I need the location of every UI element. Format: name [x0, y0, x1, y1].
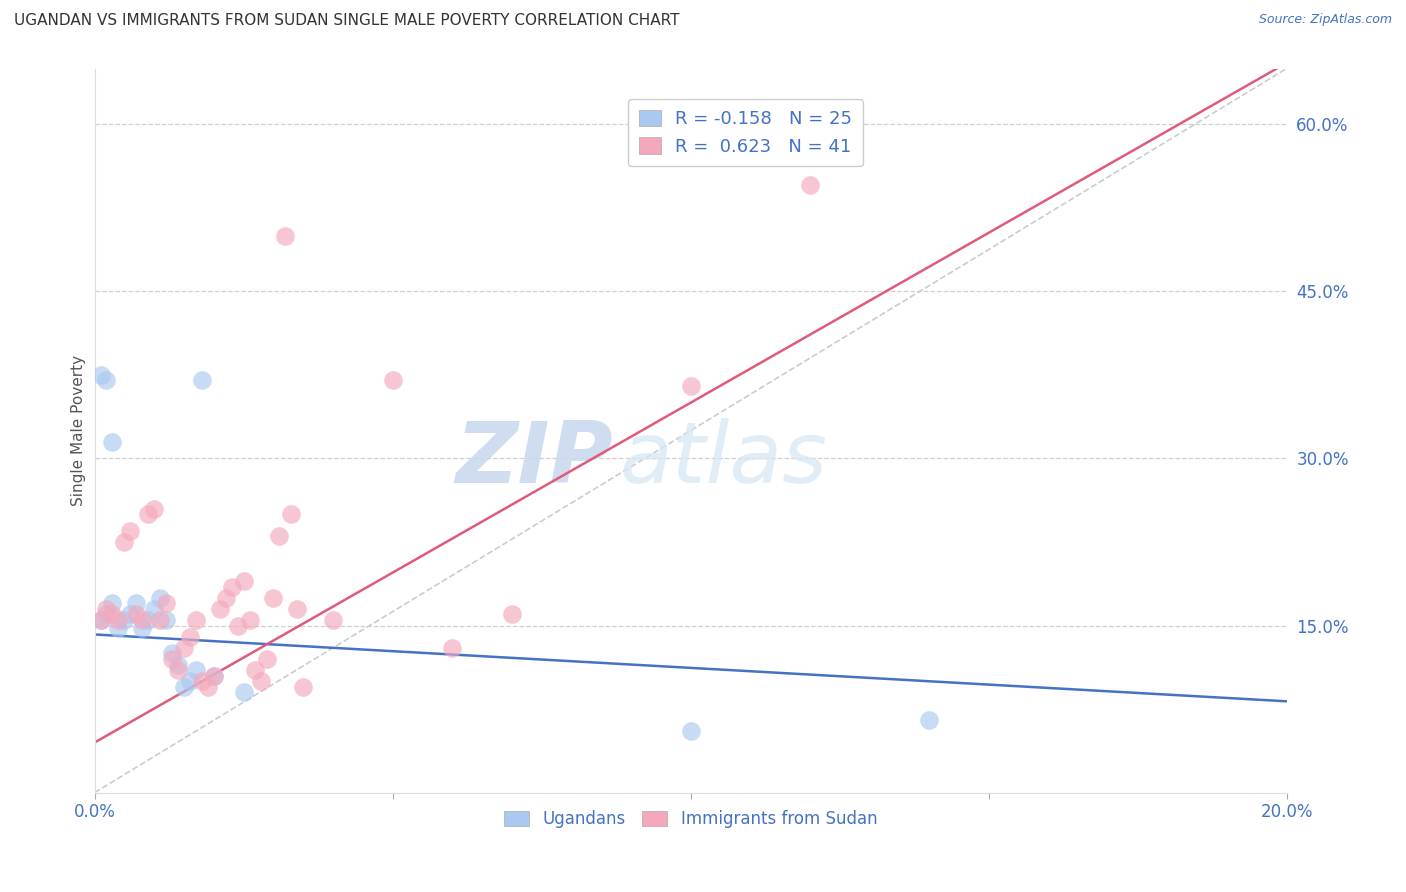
Point: [112, 613, 135, 627]
Point: [90, 368, 112, 382]
Point: [238, 613, 260, 627]
Point: [292, 680, 315, 694]
Point: [173, 680, 195, 694]
Legend: Ugandans, Immigrants from Sudan: Ugandans, Immigrants from Sudan: [498, 804, 884, 835]
Point: [101, 607, 124, 622]
Point: [125, 607, 148, 622]
Text: UGANDAN VS IMMIGRANTS FROM SUDAN SINGLE MALE POVERTY CORRELATION CHART: UGANDAN VS IMMIGRANTS FROM SUDAN SINGLE …: [14, 13, 679, 29]
Point: [381, 374, 404, 388]
Point: [322, 613, 344, 627]
Point: [441, 640, 464, 655]
Point: [215, 591, 238, 605]
Point: [226, 618, 249, 632]
Point: [96, 374, 118, 388]
Text: ZIP: ZIP: [456, 418, 613, 501]
Point: [179, 630, 201, 644]
Point: [101, 434, 124, 449]
Point: [179, 674, 201, 689]
Point: [125, 596, 148, 610]
Point: [173, 640, 195, 655]
Point: [285, 602, 308, 616]
Point: [191, 374, 214, 388]
Point: [679, 379, 702, 393]
Point: [160, 647, 183, 661]
Text: Source: ZipAtlas.com: Source: ZipAtlas.com: [1258, 13, 1392, 27]
Point: [143, 501, 166, 516]
Point: [107, 613, 129, 627]
Point: [96, 607, 118, 622]
Point: [96, 602, 118, 616]
Point: [143, 602, 166, 616]
Point: [197, 680, 219, 694]
Point: [90, 613, 112, 627]
Point: [184, 663, 207, 677]
Point: [262, 591, 284, 605]
Point: [101, 596, 124, 610]
Point: [191, 674, 214, 689]
Point: [202, 668, 225, 682]
Point: [160, 652, 183, 666]
Point: [269, 529, 291, 543]
Point: [120, 607, 142, 622]
Point: [232, 574, 254, 588]
Point: [202, 668, 225, 682]
Point: [208, 602, 231, 616]
Point: [155, 596, 177, 610]
Point: [107, 621, 129, 635]
Point: [167, 657, 190, 672]
Point: [280, 507, 302, 521]
Y-axis label: Single Male Poverty: Single Male Poverty: [72, 355, 86, 506]
Point: [232, 685, 254, 699]
Point: [501, 607, 523, 622]
Point: [256, 652, 278, 666]
Point: [136, 613, 159, 627]
Point: [221, 580, 243, 594]
Point: [112, 535, 135, 549]
Point: [155, 613, 177, 627]
Point: [149, 613, 172, 627]
Point: [149, 591, 172, 605]
Point: [90, 613, 112, 627]
Point: [918, 713, 941, 727]
Point: [120, 524, 142, 538]
Point: [167, 663, 190, 677]
Point: [245, 663, 267, 677]
Point: [250, 674, 273, 689]
Point: [131, 621, 153, 635]
Point: [799, 178, 821, 193]
Point: [184, 613, 207, 627]
Point: [679, 724, 702, 739]
Text: atlas: atlas: [619, 418, 827, 501]
Point: [136, 507, 159, 521]
Point: [274, 228, 297, 243]
Point: [131, 613, 153, 627]
